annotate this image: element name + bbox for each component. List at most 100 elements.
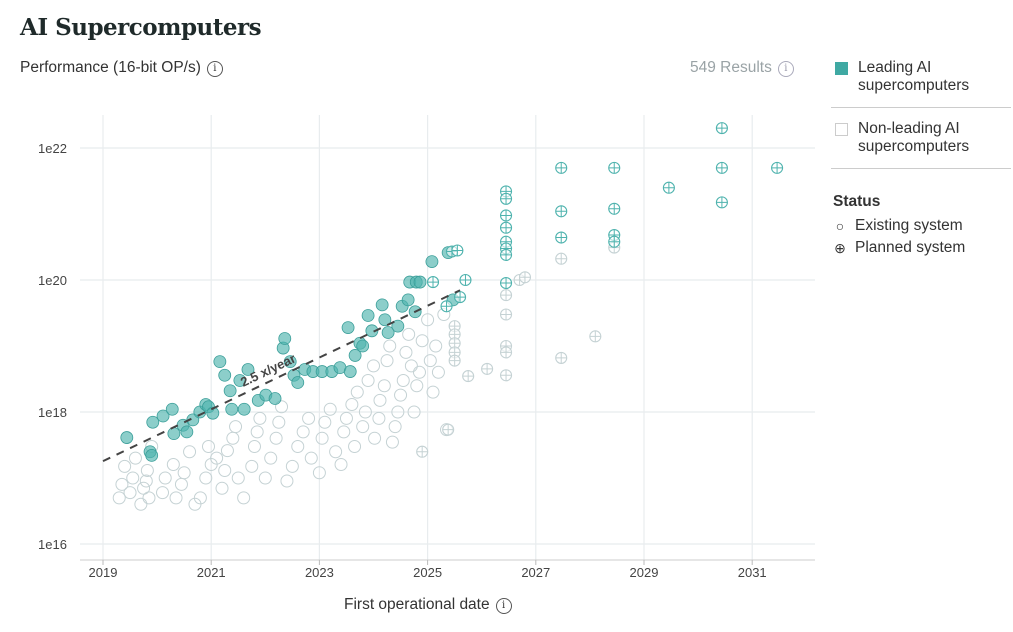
- point-circle: [304, 451, 318, 465]
- point-circle: [412, 365, 426, 379]
- point-circle: [361, 309, 375, 322]
- non-leading-existing-point: [377, 379, 391, 393]
- non-leading-existing-point: [264, 451, 278, 465]
- x-tick-label: 2027: [521, 565, 550, 580]
- point-circle: [139, 474, 153, 488]
- point-cross: [459, 274, 471, 286]
- x-axis-label: First operational date i: [344, 596, 512, 614]
- point-cross: [449, 355, 461, 367]
- x-tick-label: 2025: [413, 565, 442, 580]
- point-circle: [372, 411, 386, 425]
- leading-existing-point: [165, 402, 179, 416]
- non-leading-existing-point: [291, 440, 305, 454]
- non-leading-existing-point: [199, 471, 213, 485]
- point-circle: [381, 326, 395, 339]
- leading-existing-point: [237, 402, 251, 416]
- point-circle: [365, 324, 379, 338]
- x-tick-label: 2021: [197, 565, 226, 580]
- y-tick-label: 1e22: [38, 141, 67, 156]
- point-cross: [442, 424, 454, 436]
- legend-label: Leading AI supercomputers: [858, 59, 970, 94]
- point-circle: [345, 397, 359, 411]
- non-leading-existing-point: [115, 477, 129, 491]
- point-circle: [425, 255, 439, 269]
- legend-label: Planned system: [855, 239, 966, 256]
- non-leading-existing-point: [166, 458, 180, 472]
- info-icon[interactable]: i: [206, 61, 223, 77]
- point-circle: [329, 445, 343, 459]
- non-leading-existing-point: [337, 425, 351, 439]
- legend-item-existing[interactable]: ○ Existing system: [833, 217, 1013, 235]
- point-circle: [237, 491, 251, 505]
- point-cross: [608, 236, 620, 248]
- point-circle: [312, 466, 326, 480]
- point-circle: [183, 445, 197, 459]
- point-circle: [383, 339, 397, 353]
- point-circle: [142, 491, 156, 505]
- non-leading-existing-point: [421, 313, 435, 327]
- point-circle: [348, 440, 362, 454]
- non-leading-existing-point: [250, 425, 264, 439]
- non-leading-planned-point: [555, 351, 568, 364]
- leading-existing-point: [120, 431, 134, 444]
- point-circle: [380, 354, 394, 368]
- point-cross: [663, 182, 675, 194]
- non-leading-existing-point: [323, 402, 337, 416]
- point-circle: [377, 379, 391, 393]
- point-circle: [283, 355, 297, 369]
- point-circle: [156, 486, 170, 500]
- non-leading-existing-point: [348, 440, 362, 454]
- point-circle: [315, 431, 329, 445]
- point-circle: [373, 393, 387, 407]
- point-circle: [112, 491, 126, 505]
- y-tick-label: 1e18: [38, 405, 67, 420]
- leading-planned-point: [440, 300, 453, 313]
- leading-existing-point: [241, 363, 255, 376]
- legend-item-planned[interactable]: ⊕ Planned system: [833, 239, 1013, 257]
- circle-plus-icon: ⊕: [834, 239, 846, 256]
- leading-existing-point: [283, 355, 297, 369]
- non-leading-existing-point: [373, 393, 387, 407]
- point-circle: [388, 420, 402, 434]
- non-leading-existing-point: [399, 345, 413, 359]
- non-leading-existing-point: [318, 415, 332, 429]
- non-leading-existing-point: [410, 379, 424, 393]
- non-leading-existing-point: [253, 411, 267, 425]
- non-leading-existing-point: [356, 420, 370, 434]
- point-circle: [137, 481, 151, 495]
- point-circle: [250, 425, 264, 439]
- non-leading-existing-point: [412, 365, 426, 379]
- non-leading-planned-point: [518, 271, 532, 284]
- point-cross: [441, 300, 453, 312]
- leading-existing-point: [180, 425, 194, 439]
- non-leading-swatch: [835, 123, 848, 136]
- non-leading-existing-point: [258, 471, 272, 485]
- non-leading-existing-point: [112, 491, 126, 505]
- point-circle: [213, 355, 227, 369]
- non-leading-existing-point: [304, 451, 318, 465]
- point-cross: [500, 222, 512, 234]
- point-circle: [415, 334, 429, 348]
- leading-existing-point: [348, 349, 362, 362]
- point-circle: [423, 354, 437, 368]
- x-tick-label: 2029: [630, 565, 659, 580]
- point-circle: [410, 379, 424, 393]
- leading-planned-point: [499, 276, 513, 290]
- point-circle: [291, 376, 305, 389]
- non-leading-existing-point: [237, 491, 251, 505]
- non-leading-existing-point: [380, 354, 394, 368]
- non-leading-existing-point: [296, 425, 310, 439]
- leading-planned-point: [555, 205, 568, 218]
- legend-item-leading[interactable]: Leading AI supercomputers: [833, 57, 1013, 101]
- leading-existing-point: [341, 321, 355, 335]
- info-icon[interactable]: i: [777, 61, 794, 77]
- non-leading-existing-point: [118, 459, 132, 473]
- point-circle: [339, 411, 353, 425]
- point-circle: [391, 319, 405, 333]
- legend-item-non-leading[interactable]: Non-leading AI supercomputers: [833, 118, 1013, 162]
- info-icon[interactable]: i: [495, 598, 512, 614]
- status-title: Status: [833, 193, 881, 210]
- non-leading-existing-point: [302, 411, 316, 425]
- non-leading-existing-point: [142, 491, 156, 505]
- leading-existing-point: [145, 449, 159, 462]
